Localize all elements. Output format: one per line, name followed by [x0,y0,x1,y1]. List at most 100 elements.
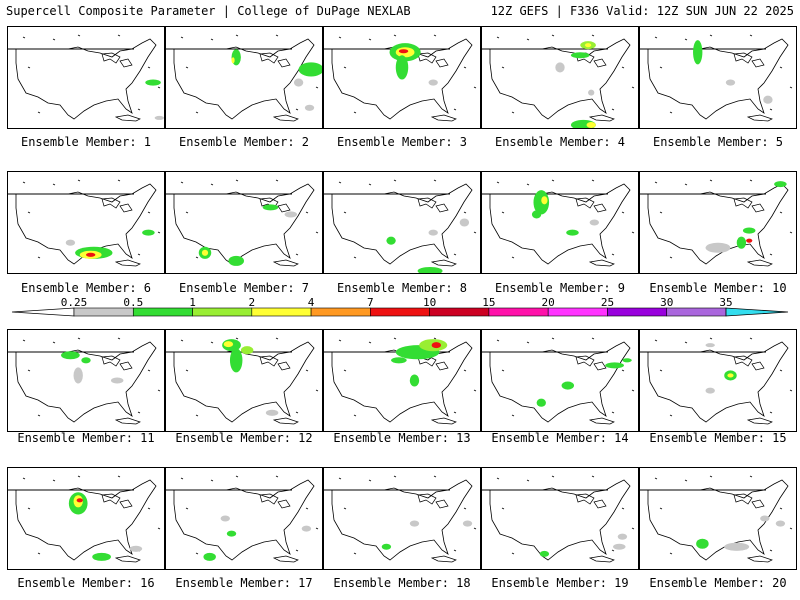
scp-contour [724,542,750,551]
island-mark [353,256,357,259]
ensemble-member-label: Ensemble Member: 8 [336,281,468,295]
ensemble-member-label: Ensemble Member: 19 [491,576,629,590]
scp-contour [586,121,596,128]
island-mark [654,477,658,480]
scp-contour [76,498,83,503]
ensemble-map-panel [7,171,165,274]
scp-contour [65,239,76,246]
legend-swatch [607,307,668,317]
scp-contour [298,62,322,77]
scp-contour [705,387,715,394]
island-mark [338,36,342,39]
scp-contour [391,357,407,364]
us-outline [647,479,789,561]
us-outline [173,341,315,423]
island-mark [511,256,515,259]
ensemble-map-panel [165,329,323,432]
island-mark [210,479,214,482]
scp-contour [531,210,542,219]
island-mark [659,369,663,372]
island-mark [611,549,615,552]
legend-swatch [370,307,430,317]
island-mark [496,181,500,184]
island-mark [305,211,309,214]
cuba-outline [588,417,615,425]
island-mark [295,549,299,552]
island-mark [684,183,688,186]
island-mark [117,34,121,37]
island-mark [235,337,239,340]
great-lakes [101,52,133,68]
island-mark [526,341,530,344]
ensemble-map [166,337,319,425]
ensemble-map-panel [165,171,323,274]
great-lakes [733,355,765,371]
cuba-outline [746,114,773,122]
cuba-outline [272,114,299,122]
great-lakes [101,197,133,213]
island-mark [77,34,81,37]
ensemble-map [640,179,793,267]
ensemble-member-label: Ensemble Member: 11 [17,431,155,445]
island-mark [275,337,279,340]
scp-contour [533,190,550,215]
great-lakes [101,493,133,509]
scp-contour [705,242,731,253]
island-mark [611,253,615,256]
cuba-outline [746,417,773,425]
scp-contour [605,362,624,369]
island-mark [453,411,457,414]
ensemble-map [482,34,635,128]
island-mark [315,527,319,530]
cuba-outline [430,555,457,563]
cuba-outline [114,259,141,267]
island-mark [591,179,595,182]
island-mark [473,86,477,89]
island-mark [338,477,342,480]
ensemble-map [324,179,477,273]
island-mark [27,369,31,372]
island-mark [235,34,239,37]
island-mark [551,337,555,340]
ensemble-member-label: Ensemble Member: 6 [20,281,152,295]
legend-swatch [251,307,312,317]
ensemble-member-label: Ensemble Member: 18 [333,576,471,590]
great-lakes [575,493,607,509]
island-mark [137,108,141,111]
scp-contour [201,249,209,256]
us-outline [647,341,789,423]
scp-contour [742,227,756,234]
legend-tick-label: 20 [542,296,555,309]
island-mark [393,337,397,340]
scp-contour [775,520,786,527]
ensemble-map [482,475,635,563]
ensemble-member-label: Ensemble Member: 2 [178,135,310,149]
color-legend: 0.25 0.5 1 2 4 7 10 15 20 25 30 35 [11,296,789,317]
island-mark [368,479,372,482]
island-mark [52,183,56,186]
us-outline [15,479,157,561]
us-outline [15,38,157,120]
ensemble-map-panel [481,467,639,570]
cuba-outline [430,114,457,122]
legend-tick-label: 35 [719,296,732,309]
great-lakes [733,493,765,509]
scp-contour [231,57,235,64]
scp-contour [746,238,753,243]
scp-contour [622,358,632,363]
ensemble-map-panel [165,467,323,570]
island-mark [315,389,319,392]
ensemble-map [324,337,477,425]
scp-contour [203,552,216,561]
ensemble-member-label: Ensemble Member: 1 [20,135,152,149]
island-mark [779,66,783,69]
ensemble-map [482,337,635,425]
island-mark [709,337,713,340]
scp-contour [81,357,91,364]
ensemble-map [324,34,477,122]
ensemble-member-label: Ensemble Member: 13 [333,431,471,445]
island-mark [338,339,342,342]
island-mark [343,369,347,372]
cuba-outline [114,417,141,425]
us-outline [489,479,631,561]
